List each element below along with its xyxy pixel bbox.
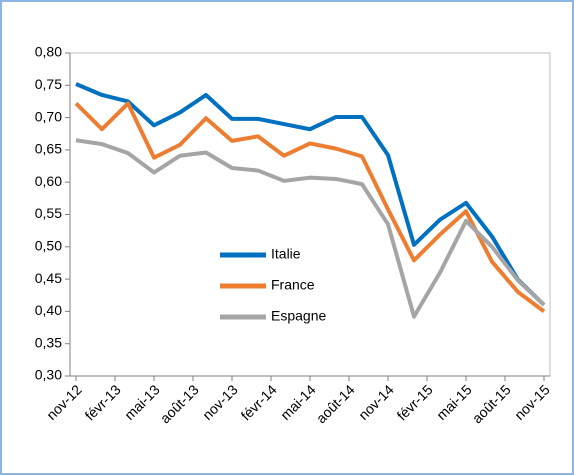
series-line bbox=[75, 138, 546, 319]
legend-label: France bbox=[271, 277, 315, 293]
y-tick-label: 0,70 bbox=[35, 108, 62, 124]
y-tick-label: 0,30 bbox=[35, 367, 62, 383]
series-line bbox=[75, 82, 546, 307]
y-tick-label: 0,75 bbox=[35, 76, 62, 92]
y-tick-label: 0,35 bbox=[35, 334, 62, 350]
legend-label: Italie bbox=[271, 246, 301, 262]
series-line bbox=[74, 101, 546, 314]
y-tick-label: 0,40 bbox=[35, 302, 62, 318]
y-tick-label: 0,65 bbox=[35, 141, 62, 157]
y-tick-label: 0,80 bbox=[35, 44, 62, 60]
legend-label: Espagne bbox=[271, 308, 326, 324]
y-tick-label: 0,55 bbox=[35, 205, 62, 221]
y-tick-label: 0,50 bbox=[35, 238, 62, 254]
y-tick-label: 0,60 bbox=[35, 173, 62, 189]
y-tick-label: 0,45 bbox=[35, 270, 62, 286]
